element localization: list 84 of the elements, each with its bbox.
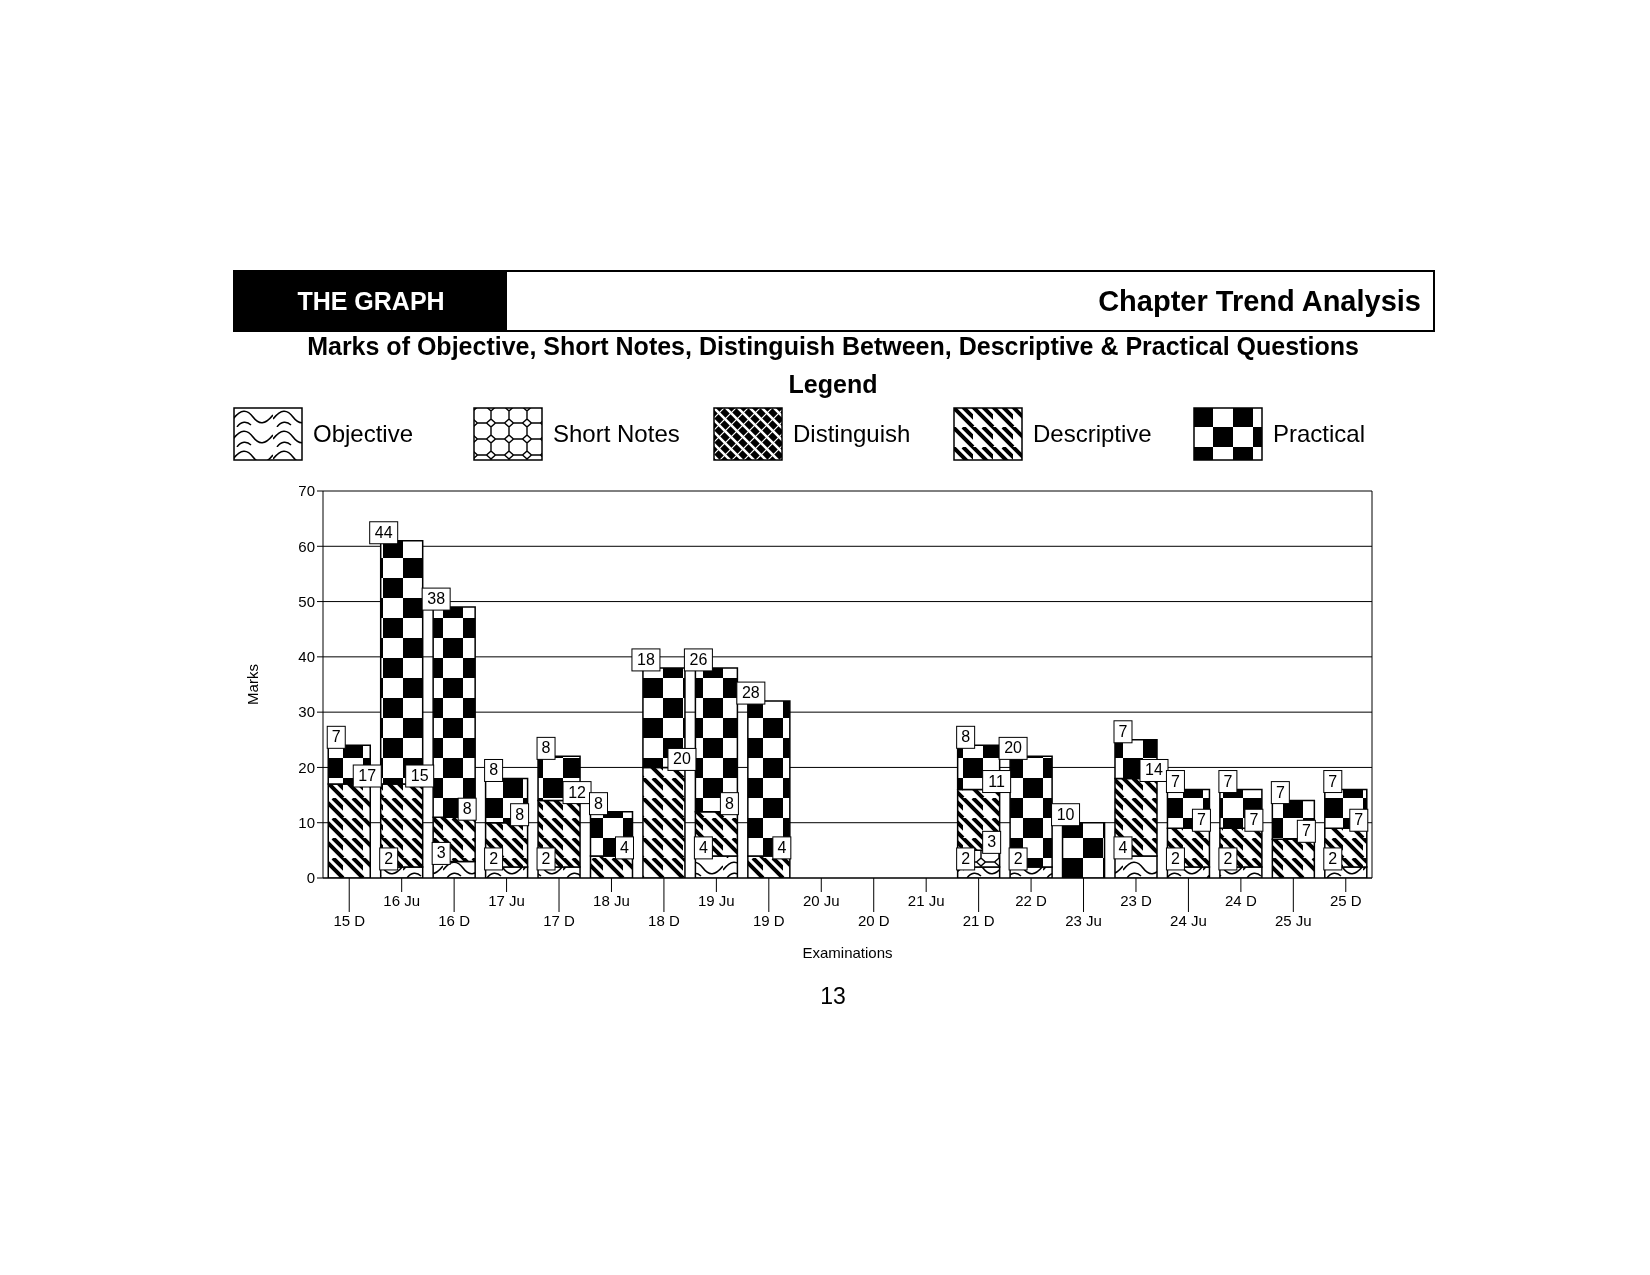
x-tick-label: 18 Ju <box>593 892 630 909</box>
data-label: 38 <box>427 590 446 608</box>
x-tick-label: 19 D <box>752 912 785 929</box>
data-label: 14 <box>1145 761 1163 779</box>
data-label: 7 <box>1301 822 1311 840</box>
y-axis-title: Marks <box>244 664 262 705</box>
data-label: 26 <box>689 650 708 668</box>
data-label: 7 <box>1118 722 1128 740</box>
data-label: 7 <box>1354 811 1364 829</box>
x-tick-label: 21 D <box>962 912 995 929</box>
data-label: 44 <box>374 523 393 541</box>
x-tick-label: 23 D <box>1120 892 1152 909</box>
x-tick-label: 18 D <box>648 912 680 929</box>
data-label: 10 <box>1056 805 1075 823</box>
legend-title: Legend <box>787 370 879 399</box>
data-label: 4 <box>1118 838 1128 856</box>
data-label: 7 <box>1196 811 1206 829</box>
legend-label: Practical <box>1273 420 1366 448</box>
data-label: 2 <box>541 849 551 867</box>
y-tick-label: 40 <box>298 648 315 666</box>
data-label: 4 <box>698 838 708 856</box>
legend-label: Short Notes <box>553 420 680 448</box>
y-tick-label: 30 <box>298 703 315 721</box>
chart-title: Marks of Objective, Short Notes, Distinguish Between, Descriptive & Practical Questions <box>306 332 1360 361</box>
x-tick-label: 23 Ju <box>1065 912 1102 929</box>
y-tick-label: 10 <box>298 814 315 832</box>
x-tick-label: 20 D <box>857 912 890 929</box>
data-label: 7 <box>1328 772 1338 790</box>
x-tick-label: 15 D <box>333 912 366 929</box>
data-label: 2 <box>1013 849 1023 867</box>
x-tick-label: 17 Ju <box>488 892 525 909</box>
data-label: 8 <box>515 805 525 823</box>
data-label: 8 <box>961 728 971 746</box>
data-label: 2 <box>1170 849 1180 867</box>
data-label: 12 <box>568 783 587 801</box>
y-tick-label: 70 <box>298 482 315 500</box>
data-label: 20 <box>673 750 691 768</box>
data-label: 28 <box>741 684 760 702</box>
x-tick-label: 24 Ju <box>1170 912 1207 929</box>
text: THE GRAPH <box>235 272 507 330</box>
data-label: 7 <box>331 728 341 746</box>
data-label: 11 <box>988 772 1006 790</box>
legend-label: Distinguish <box>793 420 911 448</box>
data-label: 3 <box>436 844 446 862</box>
data-label: 2 <box>489 849 499 867</box>
x-tick-label: 19 Ju <box>698 892 735 909</box>
data-label: 7 <box>1170 772 1180 790</box>
x-tick-label: 17 D <box>543 912 576 929</box>
legend-label: Descriptive <box>1033 420 1152 448</box>
data-label: 4 <box>777 838 787 856</box>
data-label: 8 <box>541 739 551 757</box>
y-tick-label: 20 <box>298 758 315 776</box>
y-tick-label: 60 <box>298 537 315 555</box>
data-label: 7 <box>1223 772 1233 790</box>
data-label: 8 <box>489 761 499 779</box>
data-label: 8 <box>462 800 472 818</box>
data-label: 7 <box>1275 783 1285 801</box>
x-tick-label: 16 Ju <box>383 892 421 909</box>
data-label: 18 <box>637 650 655 668</box>
x-tick-label: 21 Ju <box>907 892 945 909</box>
y-tick-label: 0 <box>306 869 315 887</box>
x-tick-label: 25 Ju <box>1274 912 1312 929</box>
text: 13 <box>819 983 847 1010</box>
data-label: 3 <box>987 833 997 851</box>
x-axis-title: Examinations <box>802 944 893 961</box>
data-label: 2 <box>384 849 394 867</box>
x-tick-label: 20 Ju <box>802 892 840 909</box>
data-label: 8 <box>724 794 734 812</box>
x-tick-label: 25 D <box>1329 892 1362 909</box>
data-label: 8 <box>594 794 604 812</box>
data-label: 2 <box>1223 849 1233 867</box>
data-label: 15 <box>410 767 429 785</box>
legend-label: Objective <box>313 420 414 448</box>
x-tick-label: 24 D <box>1225 892 1257 909</box>
text: Chapter Trend Analysis <box>1097 283 1422 319</box>
data-label: 20 <box>1004 739 1023 757</box>
data-label: 17 <box>358 767 377 785</box>
data-label: 2 <box>961 849 971 867</box>
x-tick-label: 22 D <box>1015 892 1048 909</box>
data-label: 2 <box>1328 849 1338 867</box>
data-label: 7 <box>1249 811 1259 829</box>
y-tick-label: 50 <box>298 592 315 610</box>
data-label: 4 <box>620 838 630 856</box>
x-tick-label: 16 D <box>438 912 471 929</box>
